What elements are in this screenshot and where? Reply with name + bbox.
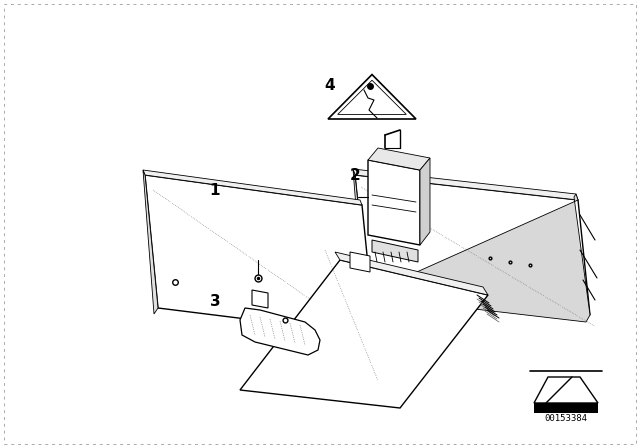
Polygon shape: [363, 194, 590, 322]
Polygon shape: [143, 170, 158, 314]
Polygon shape: [335, 252, 488, 295]
Text: 4: 4: [324, 78, 335, 92]
Text: 1: 1: [210, 182, 220, 198]
Polygon shape: [252, 290, 268, 308]
Polygon shape: [240, 308, 320, 355]
Polygon shape: [350, 252, 370, 272]
Polygon shape: [372, 240, 418, 262]
Polygon shape: [355, 175, 590, 315]
Polygon shape: [353, 169, 367, 296]
Polygon shape: [534, 377, 598, 403]
Polygon shape: [368, 148, 430, 170]
Text: 2: 2: [349, 168, 360, 182]
Polygon shape: [353, 169, 578, 200]
Text: 3: 3: [210, 294, 220, 310]
Text: 00153384: 00153384: [545, 414, 588, 422]
Polygon shape: [368, 160, 420, 245]
Polygon shape: [143, 170, 362, 205]
Polygon shape: [420, 158, 430, 245]
Polygon shape: [240, 260, 488, 408]
Bar: [534, 403, 598, 413]
Polygon shape: [328, 74, 416, 119]
Polygon shape: [145, 175, 375, 335]
